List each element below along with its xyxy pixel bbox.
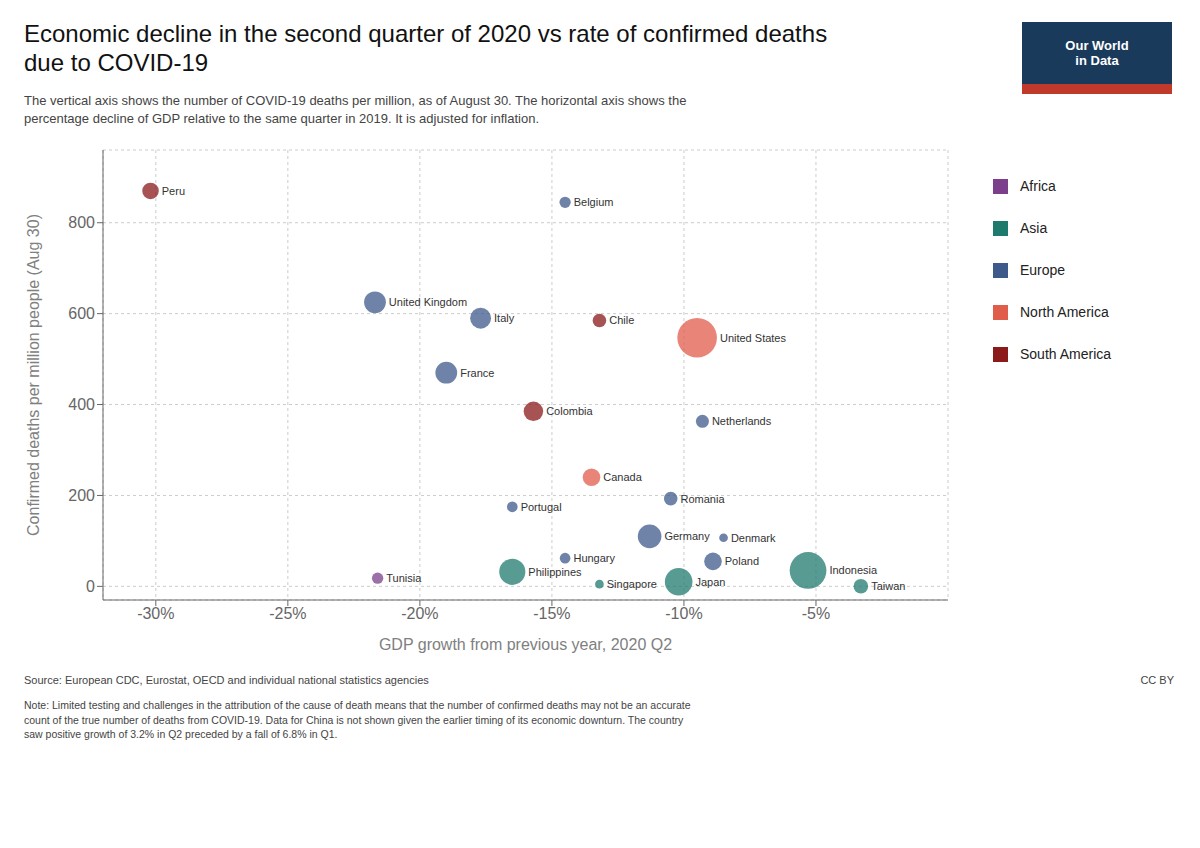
- svg-text:600: 600: [68, 305, 95, 322]
- html-text:South America: South America: [1020, 346, 1112, 362]
- html-text:Europe: Europe: [1020, 262, 1066, 278]
- html-text:CC BY: CC BY: [1140, 674, 1174, 686]
- svg-text:400: 400: [68, 396, 95, 413]
- svg-text:Taiwan: Taiwan: [871, 580, 905, 592]
- html-text:Asia: Asia: [1020, 220, 1048, 236]
- svg-text:200: 200: [68, 487, 95, 504]
- svg-text:-20%: -20%: [401, 605, 438, 622]
- svg-text:Colombia: Colombia: [546, 405, 593, 417]
- html-text:Economic decline in the second: Economic decline in the second quarter o…: [24, 20, 828, 76]
- html-text:North America: North America: [1020, 304, 1109, 320]
- svg-text:Indonesia: Indonesia: [829, 564, 878, 576]
- svg-text:-25%: -25%: [269, 605, 306, 622]
- svg-text:Belgium: Belgium: [574, 196, 614, 208]
- html-text:Our World: Our World: [1065, 38, 1129, 53]
- html-text:in Data: in Data: [1075, 53, 1119, 68]
- svg-text:0: 0: [86, 578, 95, 595]
- svg-text:Hungary: Hungary: [573, 552, 615, 564]
- svg-text:Poland: Poland: [725, 555, 759, 567]
- svg-text:800: 800: [68, 214, 95, 231]
- svg-text:Italy: Italy: [494, 312, 515, 324]
- svg-text:-30%: -30%: [137, 605, 174, 622]
- svg-text:Tunisia: Tunisia: [386, 572, 422, 584]
- svg-text:United Kingdom: United Kingdom: [389, 296, 467, 308]
- svg-text:Canada: Canada: [603, 471, 642, 483]
- svg-text:Chile: Chile: [609, 314, 634, 326]
- svg-text:GDP growth from previous year,: GDP growth from previous year, 2020 Q2: [379, 636, 672, 653]
- svg-text:Japan: Japan: [695, 576, 725, 588]
- html-text:Africa: Africa: [1020, 178, 1056, 194]
- html-text:Note: Limited testing and chal: Note: Limited testing and challenges in …: [24, 699, 691, 741]
- svg-text:Germany: Germany: [664, 530, 710, 542]
- svg-text:Confirmed deaths per million p: Confirmed deaths per million people (Aug…: [25, 214, 42, 536]
- svg-text:-5%: -5%: [802, 605, 830, 622]
- svg-text:Netherlands: Netherlands: [712, 415, 772, 427]
- svg-text:Romania: Romania: [681, 493, 726, 505]
- html-text:Source: European CDC, Eurostat: Source: European CDC, Eurostat, OECD and…: [24, 674, 429, 686]
- svg-text:Philippines: Philippines: [528, 566, 582, 578]
- svg-text:-15%: -15%: [533, 605, 570, 622]
- html-text:The vertical axis shows the nu: The vertical axis shows the number of CO…: [24, 93, 687, 127]
- svg-text:Portugal: Portugal: [521, 501, 562, 513]
- svg-text:Singapore: Singapore: [607, 578, 657, 590]
- svg-text:France: France: [460, 367, 494, 379]
- svg-text:-10%: -10%: [665, 605, 702, 622]
- svg-text:Denmark: Denmark: [731, 532, 776, 544]
- svg-text:United States: United States: [720, 332, 787, 344]
- svg-text:Peru: Peru: [162, 185, 185, 197]
